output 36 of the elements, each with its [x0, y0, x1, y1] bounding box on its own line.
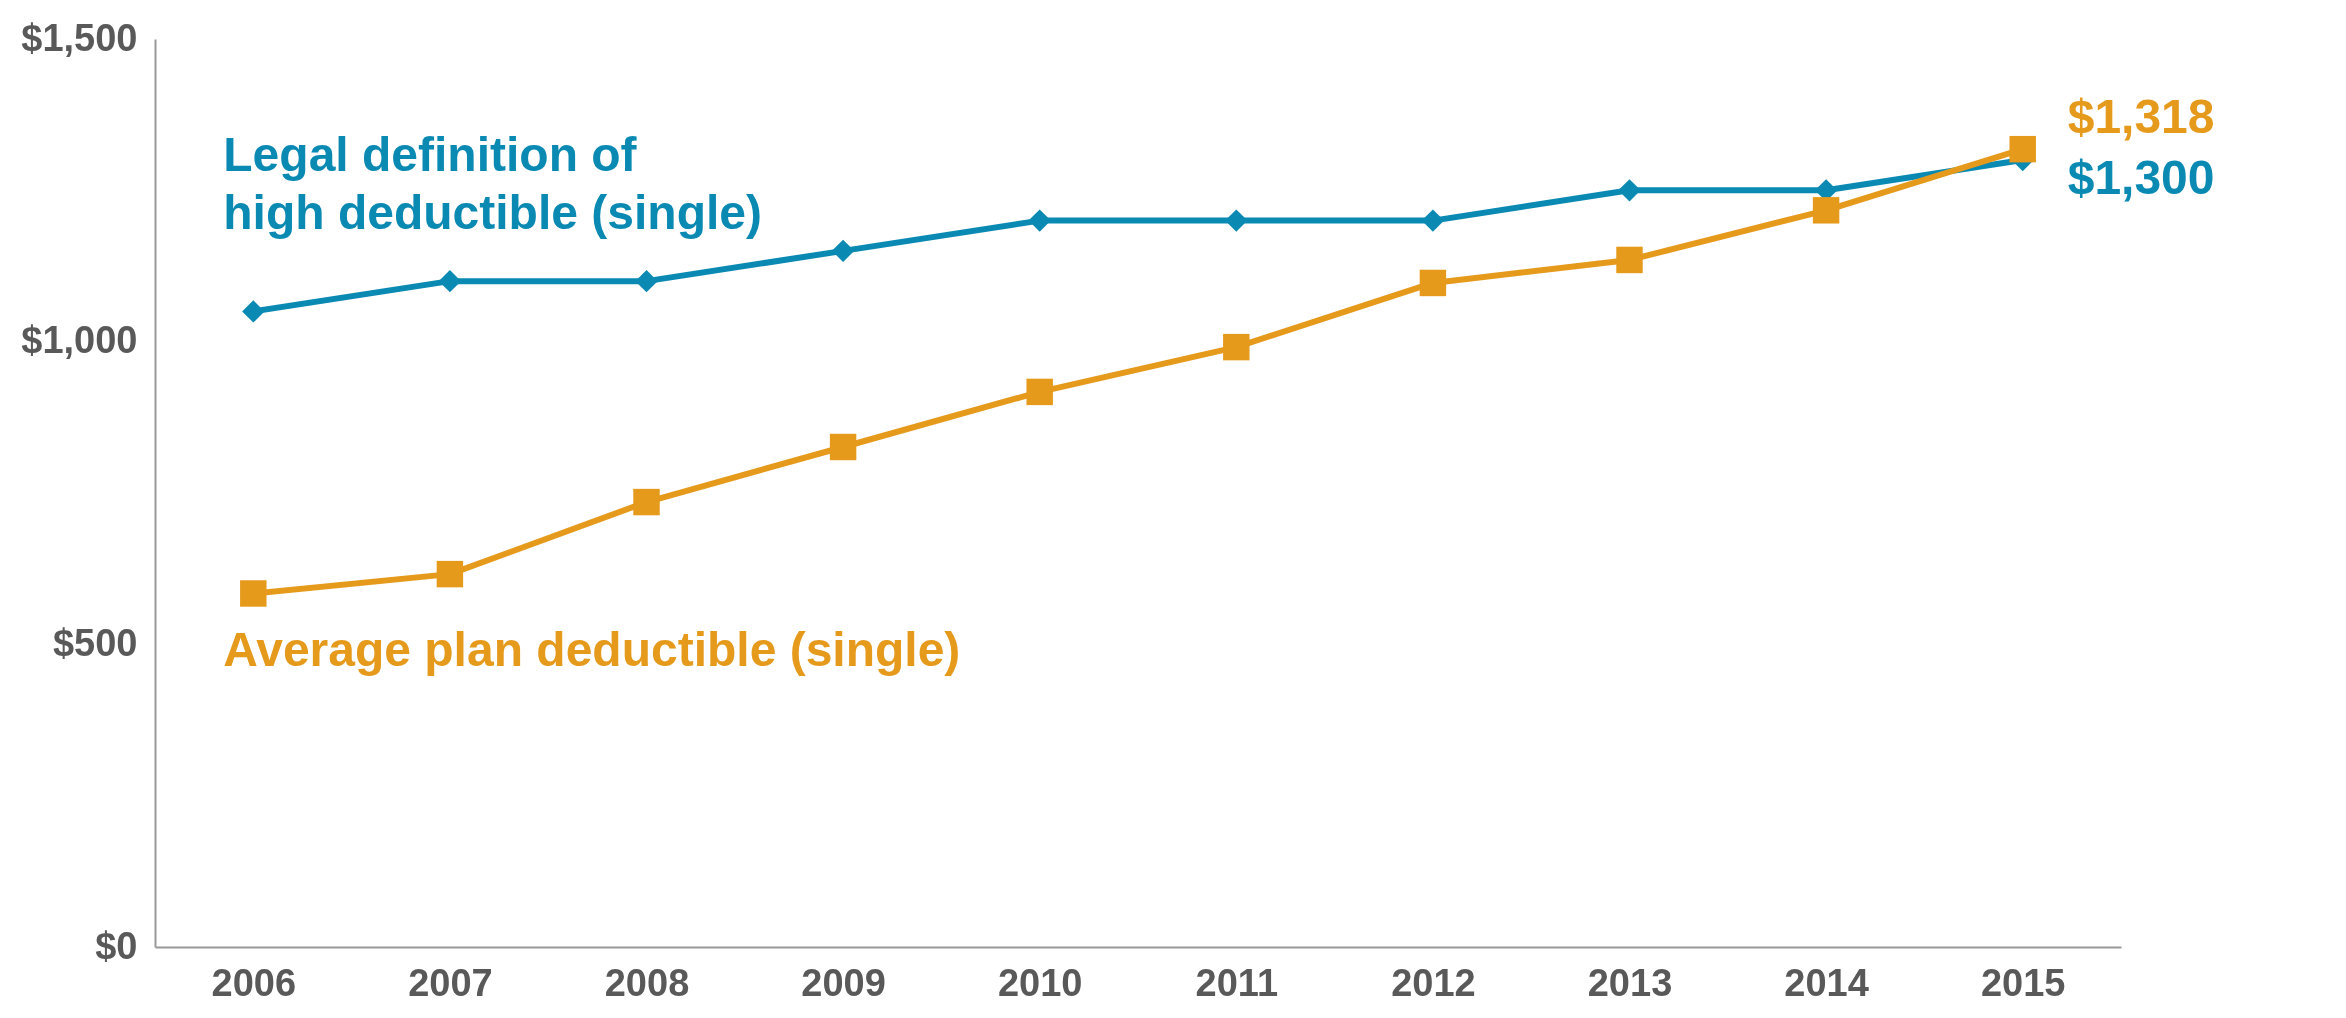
- point: [438, 269, 462, 293]
- point: [1225, 209, 1248, 232]
- series-label: Legal definition of high deductible (single): [223, 128, 762, 240]
- point: [1419, 269, 1447, 297]
- point: [1421, 209, 1445, 232]
- x-tick-label: 2014: [1784, 961, 1869, 1004]
- point: [633, 488, 660, 516]
- x-tick-label: 2013: [1587, 961, 1673, 1004]
- point: [635, 269, 658, 293]
- data-label: $1,300: [2067, 151, 2215, 205]
- point: [242, 300, 265, 323]
- point: [1028, 209, 1051, 232]
- point: [831, 239, 855, 263]
- x-tick-label: 2008: [604, 961, 690, 1004]
- y-tick-label: $0: [95, 924, 138, 967]
- point: [1618, 179, 1641, 202]
- x-tick-label: 2010: [997, 961, 1083, 1004]
- x-tick-label: 2012: [1391, 961, 1476, 1004]
- y-tick-label: $500: [52, 621, 138, 664]
- x-tick-label: 2007: [408, 961, 493, 1004]
- point: [829, 433, 857, 461]
- point: [1616, 246, 1643, 274]
- point: [2009, 135, 2036, 163]
- y-tick-label: $1,500: [21, 16, 138, 59]
- point: [240, 580, 267, 607]
- y-tick-label: $1,000: [21, 319, 138, 362]
- x-tick-label: 2009: [801, 961, 886, 1004]
- x-tick-label: 2015: [1980, 961, 2066, 1004]
- point: [1812, 197, 1840, 224]
- data-label: $1,318: [2067, 90, 2215, 144]
- point: [436, 560, 464, 588]
- x-tick-label: 2011: [1195, 961, 1279, 1004]
- series-label: Average plan deductible (single): [223, 623, 961, 677]
- point: [1026, 378, 1053, 406]
- x-tick-label: 2006: [211, 961, 297, 1004]
- point: [1223, 333, 1250, 361]
